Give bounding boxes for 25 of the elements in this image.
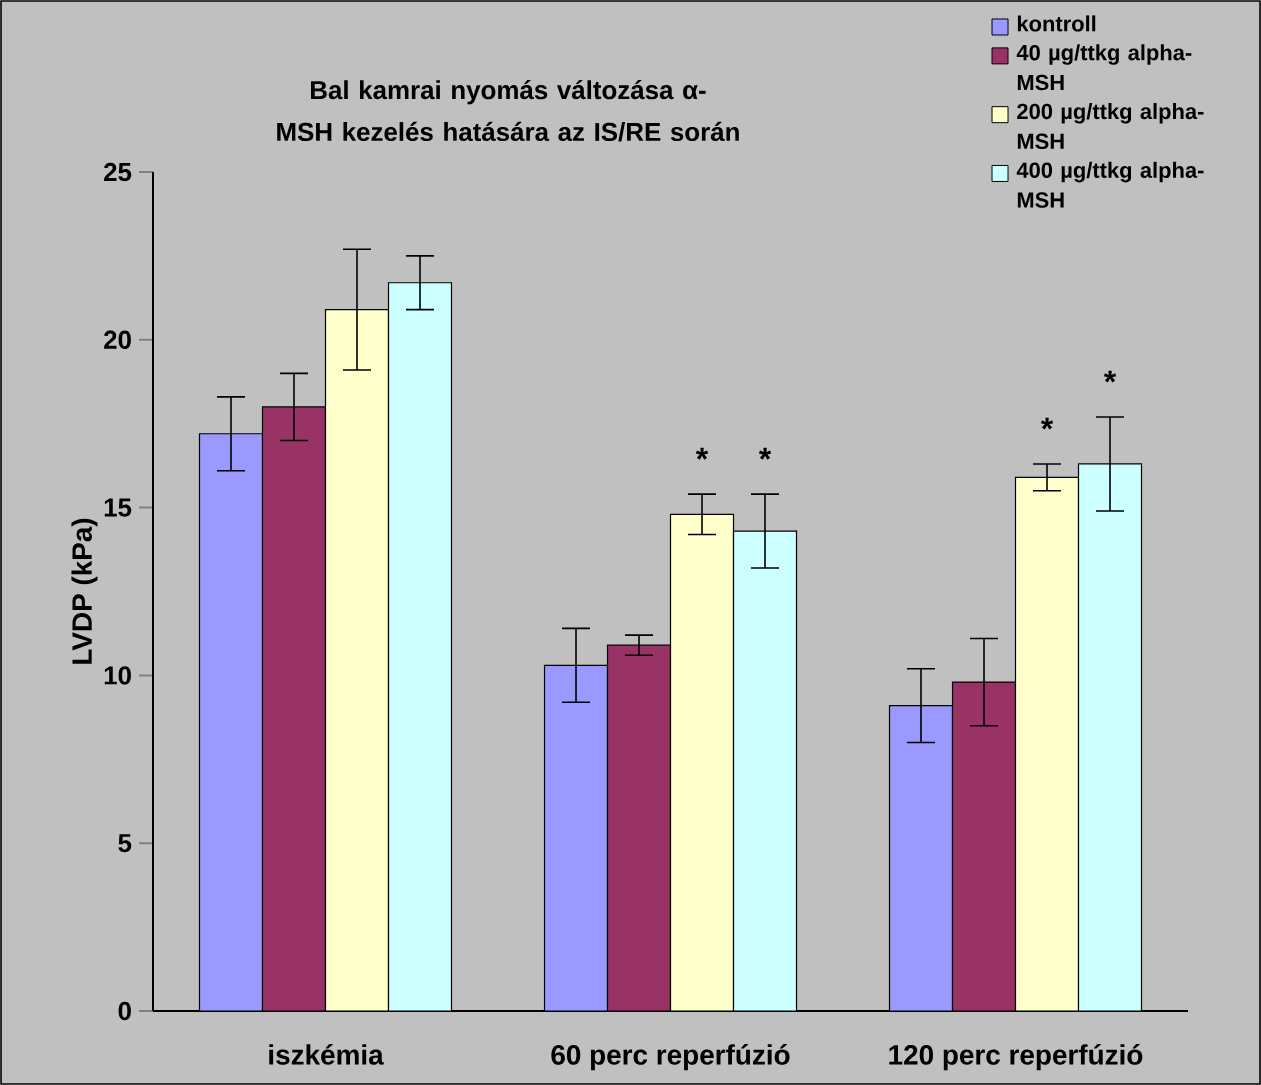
bar bbox=[951, 681, 1017, 1011]
bar bbox=[732, 530, 798, 1011]
legend-label: 400 µg/ttkg alpha-MSH bbox=[1016, 161, 1204, 208]
y-tick-label: 0 bbox=[118, 1001, 131, 1021]
legend-label: 40 µg/ttkg alpha-MSH bbox=[1016, 44, 1192, 91]
annotation: * bbox=[1040, 417, 1054, 430]
x-tick-label: iszkémia bbox=[269, 1044, 384, 1065]
y-tick-label: 5 bbox=[118, 834, 132, 853]
annotation: * bbox=[695, 447, 709, 460]
bar bbox=[261, 406, 327, 1011]
x-tick-label: 60 perc reperfúzió bbox=[551, 1044, 790, 1071]
y-axis-title: LVDP (kPa) bbox=[71, 518, 98, 664]
legend-label: kontroll bbox=[1017, 15, 1096, 32]
y-tick-label: 15 bbox=[104, 498, 132, 517]
y-tick-label: 25 bbox=[104, 162, 132, 182]
bar bbox=[1077, 463, 1143, 1011]
y-tick-label: 10 bbox=[104, 666, 131, 685]
annotation: * bbox=[758, 447, 772, 460]
chart-title: Bal kamrai nyomás változása α-MSH kezelés hatására az IS/RE során bbox=[277, 80, 739, 142]
bar bbox=[387, 282, 453, 1011]
x-tick-label: 120 perc reperfúzió bbox=[889, 1044, 1143, 1071]
legend-label: 200 µg/ttkg alpha-MSH bbox=[1017, 103, 1204, 150]
annotation: * bbox=[1103, 370, 1117, 383]
y-tick-label: 20 bbox=[104, 330, 131, 349]
bar bbox=[606, 644, 672, 1011]
